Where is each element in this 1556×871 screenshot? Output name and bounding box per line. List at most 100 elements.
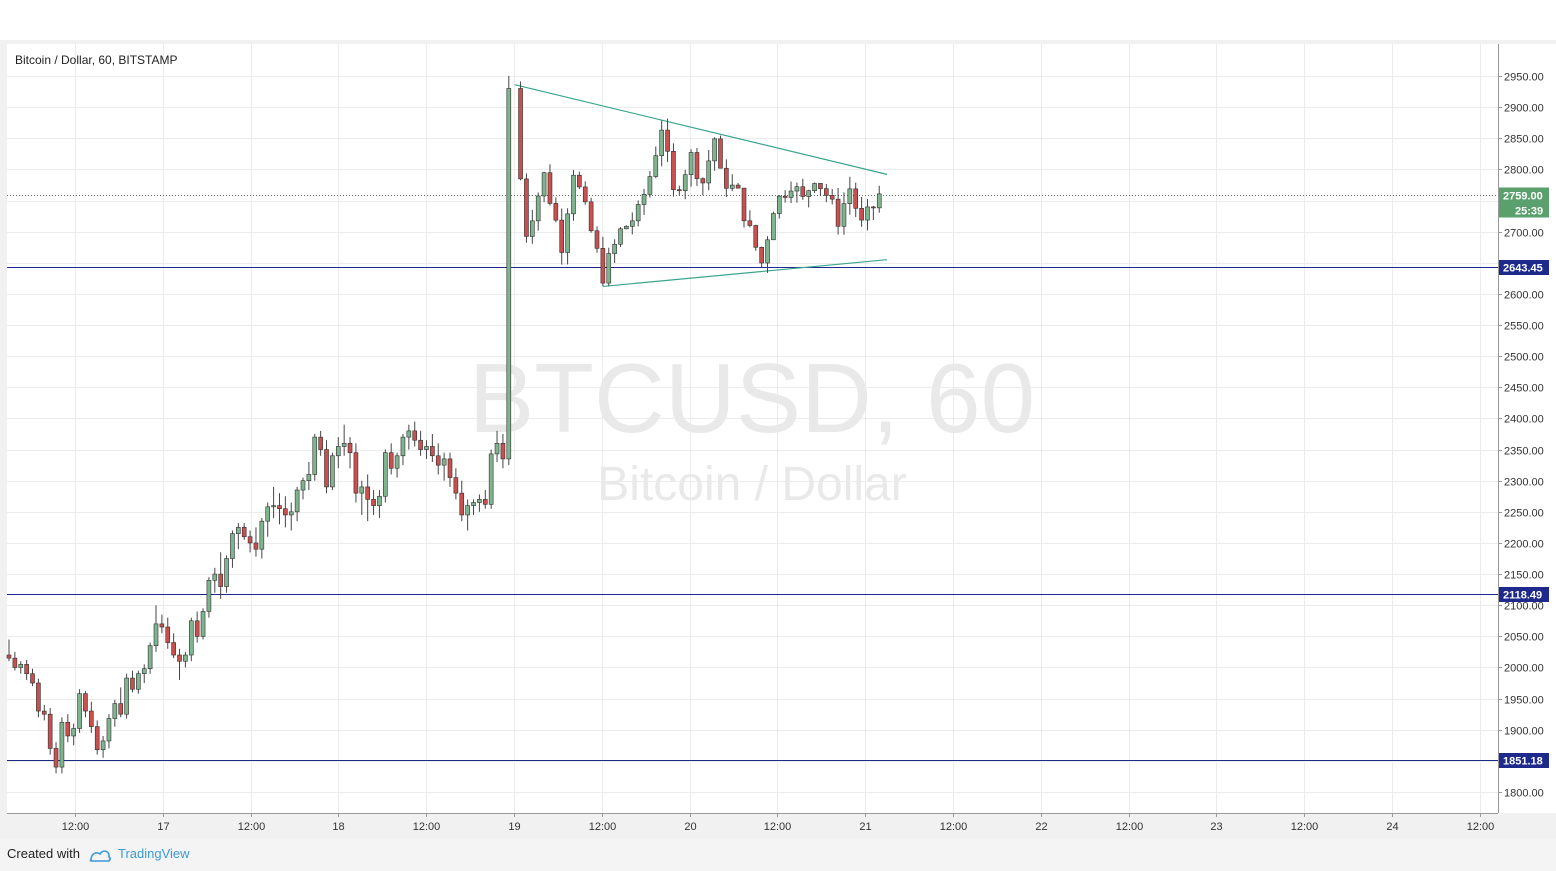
tradingview-link[interactable]: TradingView [118,846,190,861]
candle [865,199,870,231]
candle [459,480,465,522]
x-tick-label: 12:00 [413,821,441,833]
candle [812,182,817,194]
candle [635,200,641,227]
y-tick-label: 2700.00 [1504,228,1544,240]
candle [735,182,741,189]
candle [224,555,229,593]
candle [482,490,488,509]
candle [183,651,188,668]
y-tick-label: 1900.00 [1504,726,1544,738]
candle [776,195,782,219]
candle [106,714,112,749]
candle [165,617,171,649]
level-label-bg [1499,260,1549,275]
candle [12,651,18,671]
x-tick-label: 12:00 [589,821,617,833]
bar-countdown-label: 25:39 [1515,206,1543,218]
candle [441,452,447,481]
candle [112,699,118,727]
candle [453,468,459,500]
candle [153,605,159,652]
candle [277,493,282,525]
candle [753,224,759,251]
x-tick-label: 24 [1386,821,1398,833]
x-tick-label: 12:00 [1291,821,1319,833]
candle [194,611,200,643]
candle [200,608,206,640]
x-tick-label: 21 [859,821,871,833]
candle [794,182,800,203]
candle [271,486,276,519]
candle [124,673,129,719]
candle [600,236,606,287]
y-tick-label: 2150.00 [1504,570,1544,582]
candle [500,434,506,469]
candles [6,76,882,774]
candle [424,440,429,459]
candle [477,494,482,512]
candle [694,148,700,186]
watermark-name: Bitcoin / Dollar [597,458,906,511]
x-tick-label: 17 [157,821,169,833]
candle [582,181,588,205]
candle [729,174,735,192]
candle [188,617,194,662]
candle [624,225,629,230]
level-label-bg [1499,587,1549,602]
y-tick-label: 2300.00 [1504,477,1544,489]
x-tick-label: 12:00 [62,821,90,833]
candle [359,480,365,515]
candle [371,490,376,515]
candle [829,188,835,205]
candle [612,239,617,263]
y-tick-label: 2900.00 [1504,103,1544,115]
x-tick-label: 22 [1035,821,1047,833]
candle [6,639,12,662]
top-toolbar [0,0,1556,41]
candle [130,670,135,693]
candle [30,668,35,687]
candle [741,187,747,228]
y-tick-label: 2200.00 [1504,539,1544,551]
candle [435,443,441,475]
candle [653,146,659,179]
candle [141,664,147,684]
candle [518,81,523,181]
candle [535,192,541,231]
candle [230,530,235,568]
x-tick-label: 12:00 [1116,821,1144,833]
candle [212,567,218,593]
x-tick-label: 23 [1210,821,1222,833]
candle [118,687,124,718]
candle [659,120,664,167]
candle [494,430,500,463]
candle [300,477,306,500]
candle [206,577,212,618]
trendline[interactable] [514,84,888,175]
candle [259,518,265,559]
candle [430,434,435,463]
trendline[interactable] [602,259,888,288]
plot-area [7,44,1498,813]
footer: Created with TradingView [0,839,1556,871]
candle [800,178,806,200]
candle [524,173,529,243]
candle [559,208,565,265]
level-label: 2118.49 [1503,590,1542,602]
trendlines [514,84,888,288]
y-tick-label: 2450.00 [1504,383,1544,395]
candle [94,720,100,755]
tradingview-logo-icon[interactable] [88,848,112,862]
candle [312,434,318,481]
y-tick-label: 2400.00 [1504,414,1544,426]
candle [506,76,512,466]
candle [465,499,470,531]
candle [765,236,770,273]
level-label: 1851.18 [1503,756,1543,768]
last-price-label: 2759.00 [1503,191,1543,203]
candle [876,185,882,213]
candle [853,182,859,218]
candle [24,660,29,680]
candle [471,499,476,515]
